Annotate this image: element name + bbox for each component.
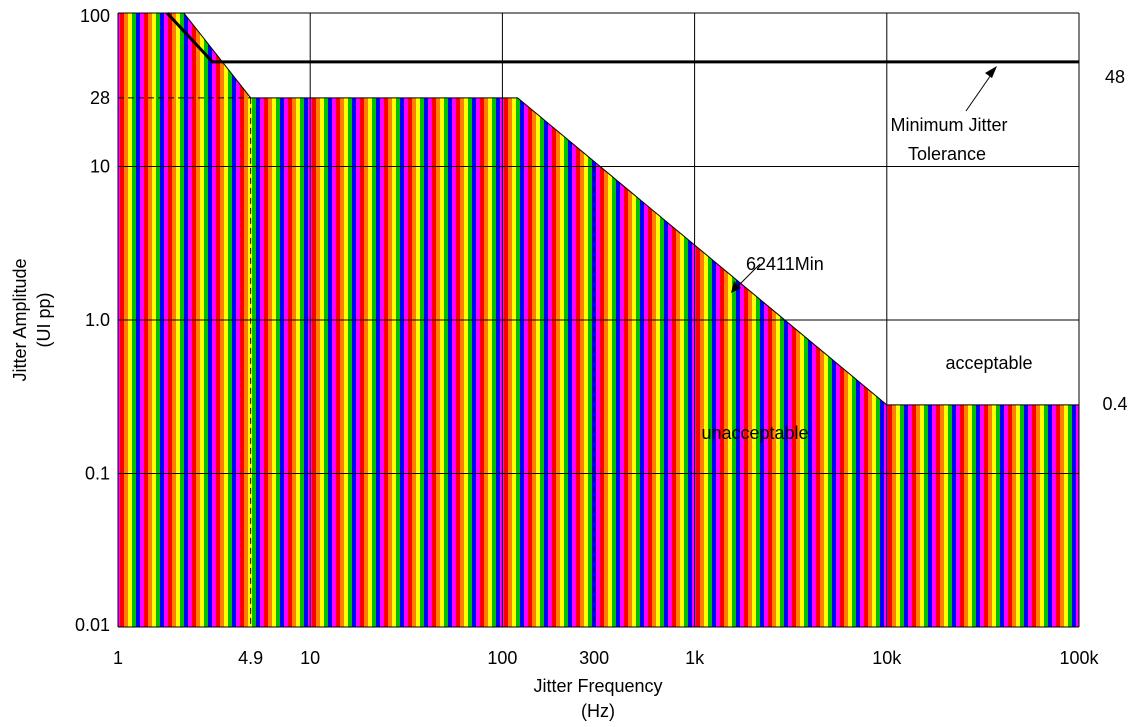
- series-lines: [118, 11, 1079, 406]
- tick-labels: 1 4.9 10 100 300 1k 10k 100k 100 28 10 1.0 0.1 0.01 48…: [75, 6, 1128, 668]
- annotation-min-tolerance-line1: Minimum Jitter: [890, 115, 1007, 135]
- x-axis-label-line1: Jitter Frequency: [533, 676, 662, 696]
- right-value-label: 48: [1105, 67, 1125, 87]
- grid: [117, 12, 1080, 628]
- x-axis-label-line2: (Hz): [581, 701, 615, 721]
- y-tick-label: 28: [90, 88, 110, 108]
- annotation-curve-label: 62411Min: [746, 254, 824, 274]
- annotation-min-tolerance-arrowhead: [985, 66, 997, 78]
- x-tick-label: 10k: [872, 648, 902, 668]
- x-tick-label: 4.9: [238, 648, 263, 668]
- region-label-acceptable: acceptable: [945, 353, 1032, 373]
- series-line-62411min: [118, 12, 1079, 406]
- x-tick-label: 10: [300, 648, 320, 668]
- y-tick-label: 1.0: [85, 310, 110, 330]
- annotation-curve-arrowhead: [731, 281, 741, 293]
- series-line-min-jitter-tolerance: [165, 11, 1079, 64]
- y-axis-label-line1: Jitter Amplitude: [10, 258, 30, 381]
- x-tick-label: 300: [579, 648, 609, 668]
- region-label-unacceptable: unacceptable: [701, 423, 808, 443]
- annotation-min-tolerance-arrow: [965, 71, 994, 112]
- x-tick-label: 100k: [1059, 648, 1099, 668]
- y-axis-label-line2: (UI pp): [34, 292, 54, 347]
- annotation-min-tolerance-line2: Tolerance: [908, 144, 986, 164]
- x-tick-label: 1k: [685, 648, 705, 668]
- x-tick-label: 1: [113, 648, 123, 668]
- y-tick-label: 10: [90, 157, 110, 177]
- right-value-label: 0.4: [1102, 394, 1127, 414]
- y-tick-label: 0.01: [75, 615, 110, 635]
- y-tick-label: 100: [80, 6, 110, 26]
- annotation-curve-arrow: [734, 263, 761, 290]
- x-tick-label: 100: [487, 648, 517, 668]
- y-tick-label: 0.1: [85, 464, 110, 484]
